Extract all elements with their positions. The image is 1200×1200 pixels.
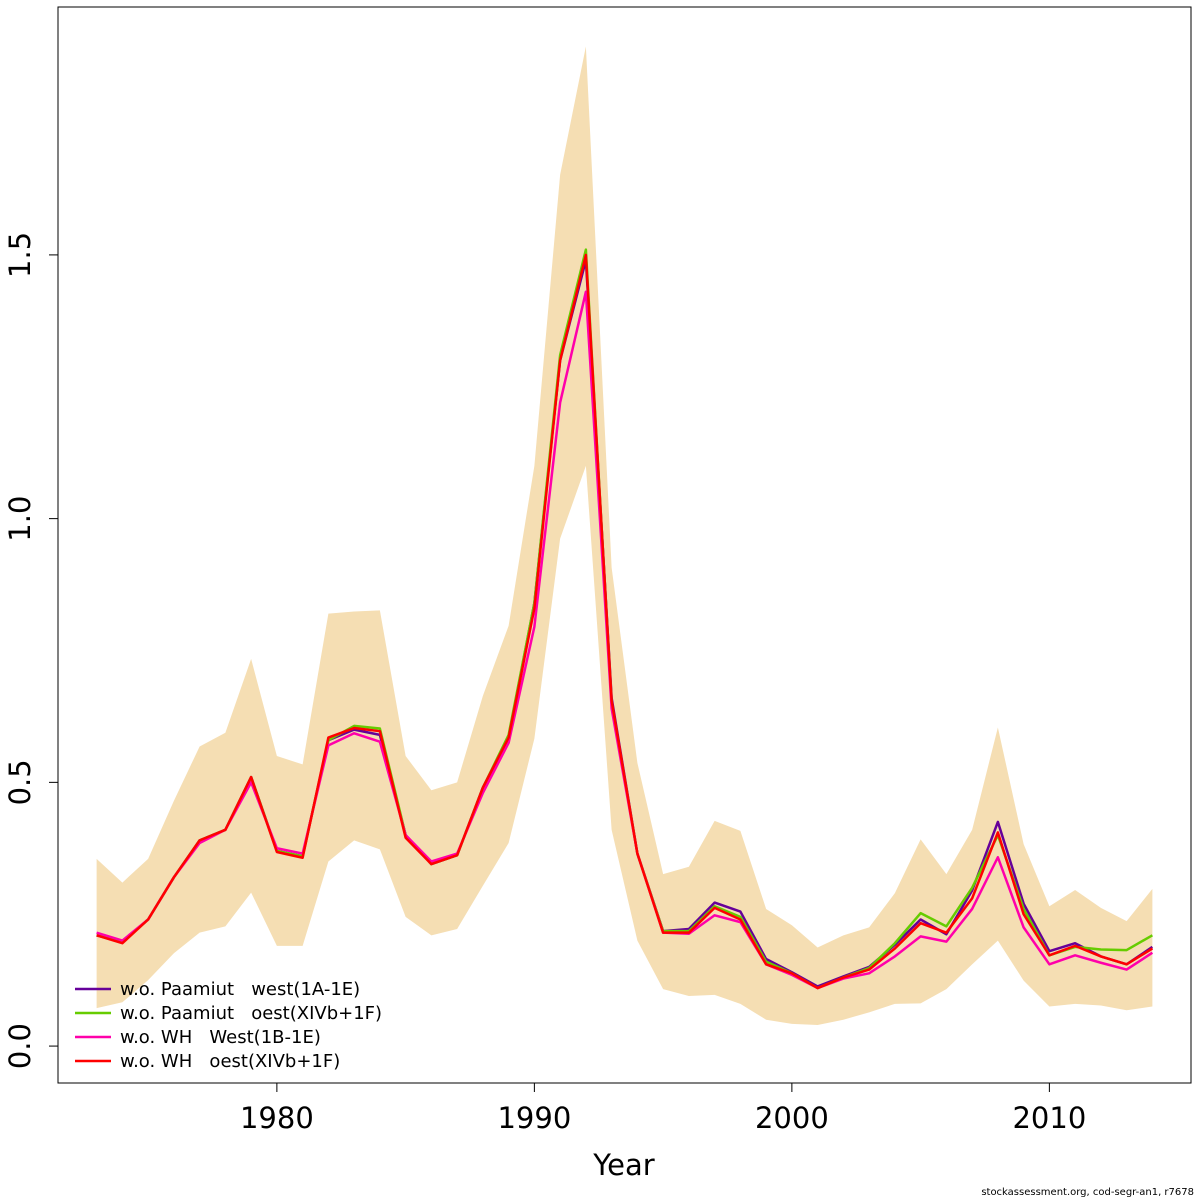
x-tick-label: 2000 (755, 1101, 829, 1135)
legend-label-1: w.o. Paamiut west(1A-1E) (120, 979, 360, 1000)
legend-label-3: w.o. WH West(1B-1E) (120, 1027, 321, 1048)
y-tick-label: 1.0 (3, 496, 37, 542)
confidence-band (96, 46, 1153, 1025)
y-tick-label: 1.5 (3, 232, 37, 278)
legend: w.o. Paamiut west(1A-1E) w.o. Paamiut oes… (75, 979, 382, 1072)
x-tick-label: 1980 (240, 1101, 314, 1135)
y-tick-label: 0.5 (3, 759, 37, 805)
legend-label-4: w.o. WH oest(XIVb+1F) (120, 1051, 340, 1072)
x-axis-label: Year (592, 1148, 654, 1182)
x-tick-label: 2010 (1012, 1101, 1086, 1135)
credit-text: stockassessment.org, cod-segr-an1, r7678 (981, 1187, 1194, 1198)
legend-label-2: w.o. Paamiut oest(XIVb+1F) (120, 1003, 382, 1024)
series-layer (96, 248, 1154, 990)
axis-layer: 1980 1990 2000 2010 0.0 0.5 1.0 1.5 (3, 232, 1086, 1135)
x-tick-label: 1990 (497, 1101, 571, 1135)
y-tick-label: 0.0 (3, 1023, 37, 1069)
series-line-4 (96, 253, 1154, 990)
confidence-band-layer (96, 46, 1153, 1025)
